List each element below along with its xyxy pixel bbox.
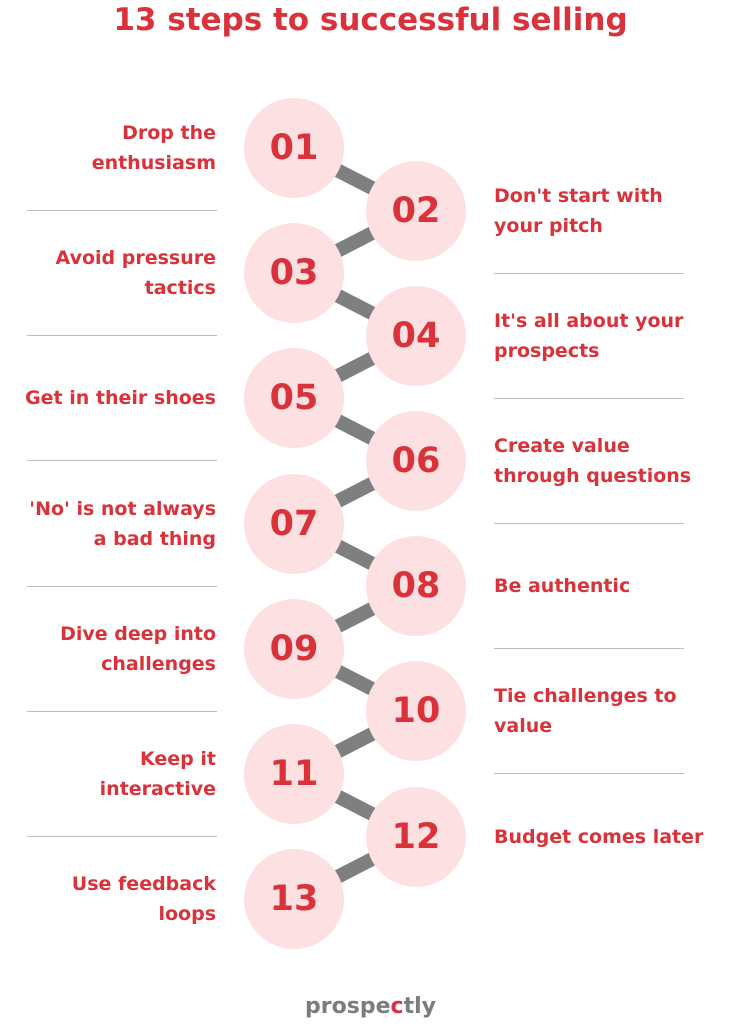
divider: [494, 773, 684, 774]
step-label: Create value through questions: [494, 435, 692, 487]
divider: [494, 273, 684, 274]
divider: [494, 648, 684, 649]
step-label: Get in their shoes: [25, 387, 216, 410]
logo-text-end: tly: [403, 994, 436, 1019]
step-circle: 10: [366, 661, 466, 762]
step-label: Drop the enthusiasm: [91, 122, 216, 174]
step-label: It's all about your prospects: [494, 309, 684, 362]
divider: [27, 460, 217, 461]
step-circle: 11: [244, 724, 344, 824]
step-circle: 02: [366, 160, 466, 261]
step-label: Keep it interactive: [99, 748, 216, 800]
step-circle: 03: [244, 223, 344, 324]
logo-text: prospe: [305, 994, 391, 1019]
step-label: Avoid pressure tactics: [55, 247, 216, 300]
step-circle: 13: [244, 849, 344, 950]
step-label: 'No' is not always a bad thing: [29, 497, 216, 550]
divider: [27, 586, 217, 587]
prospectly-logo: prospectly: [0, 994, 741, 1019]
logo-accent: c: [390, 994, 404, 1019]
step-circle: 04: [366, 285, 466, 386]
divider: [27, 711, 217, 712]
divider: [27, 335, 217, 336]
step-circle: 07: [244, 473, 344, 574]
divider: [494, 398, 684, 399]
step-label: Don't start with your pitch: [494, 184, 663, 237]
step-circle: 05: [244, 348, 344, 449]
page-title: 13 steps to successful selling: [113, 2, 628, 38]
step-label: Be authentic: [494, 575, 631, 598]
divider: [27, 836, 217, 837]
step-label: Dive deep into challenges: [60, 622, 216, 675]
step-circle: 09: [244, 598, 344, 699]
step-label: Budget comes later: [494, 825, 704, 848]
step-label: Tie challenges to value: [494, 685, 677, 738]
step-label: Use feedback loops: [71, 873, 216, 926]
step-circle: 01: [244, 98, 344, 198]
divider: [494, 523, 684, 524]
step-circle: 06: [366, 411, 466, 511]
step-circle: 08: [366, 536, 466, 637]
step-circle: 12: [366, 786, 466, 887]
divider: [27, 210, 217, 211]
